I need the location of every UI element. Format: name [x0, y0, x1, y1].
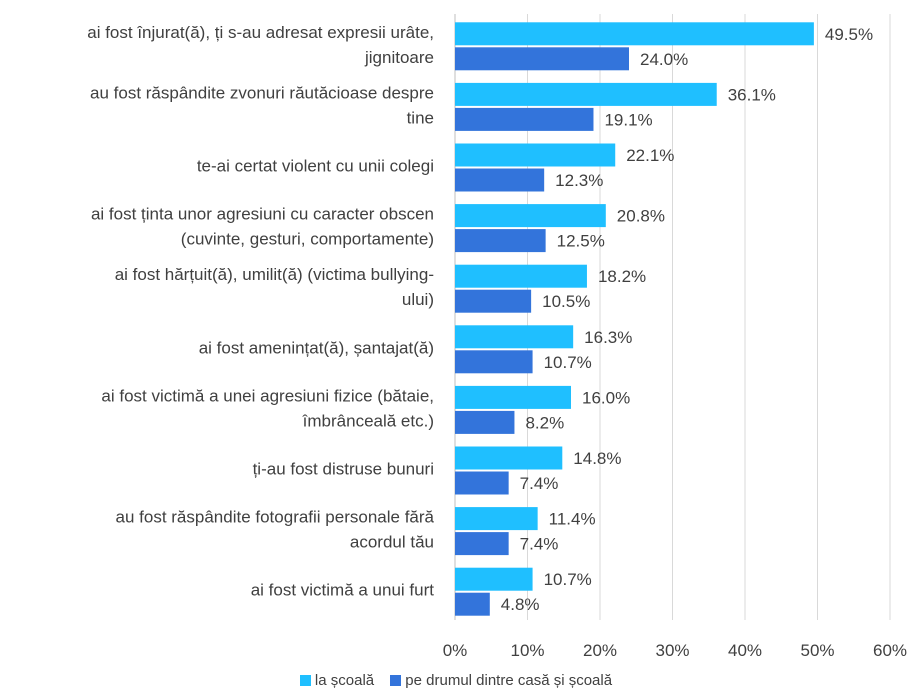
bar-school — [455, 567, 533, 591]
data-label: 4.8% — [501, 595, 540, 614]
category-label: au fost răspândite zvonuri răutăcioase d… — [90, 83, 434, 102]
data-label: 10.7% — [544, 570, 592, 589]
data-label: 7.4% — [520, 474, 559, 493]
bar-way — [455, 350, 533, 374]
legend-swatch-way — [390, 675, 402, 686]
legend-swatch-school — [299, 675, 311, 686]
legend-item-school: la școală — [299, 672, 375, 689]
category-label: ai fost ținta unor agresiuni cu caracter… — [91, 205, 434, 224]
x-tick-label: 20% — [583, 641, 617, 660]
x-tick-label: 60% — [873, 641, 907, 660]
legend: la școală pe drumul dintre casă și școal… — [0, 672, 912, 689]
bar-school — [455, 204, 606, 228]
data-label: 49.5% — [825, 25, 873, 44]
category-label: ai fost victimă a unei agresiuni fizice … — [101, 386, 434, 405]
x-tick-label: 0% — [443, 641, 468, 660]
category-label: te-ai certat violent cu unii colegi — [197, 157, 434, 176]
data-label: 18.2% — [598, 267, 646, 286]
data-label: 36.1% — [728, 85, 776, 104]
data-label: 11.4% — [549, 510, 596, 529]
category-label: jignitoare — [364, 48, 434, 67]
category-label: tine — [407, 108, 434, 127]
bar-way — [455, 289, 532, 313]
data-label: 16.3% — [584, 328, 632, 347]
x-tick-label: 40% — [728, 641, 762, 660]
bar-school — [455, 22, 814, 46]
x-tick-label: 50% — [800, 641, 834, 660]
data-label: 12.3% — [555, 171, 603, 190]
data-label: 16.0% — [582, 388, 630, 407]
legend-item-way: pe drumul dintre casă și școală — [390, 672, 612, 689]
bar-school — [455, 507, 538, 531]
category-label: ului) — [402, 290, 434, 309]
legend-label-school: la școală — [314, 672, 375, 689]
category-label: ți-au fost distruse bunuri — [253, 460, 434, 479]
category-label: (cuvinte, gesturi, comportamente) — [181, 230, 434, 249]
x-tick-label: 10% — [510, 641, 544, 660]
bar-way — [455, 592, 490, 616]
data-label: 10.5% — [542, 292, 590, 311]
bar-school — [455, 264, 587, 288]
bars — [455, 22, 814, 616]
category-label: îmbrânceală etc.) — [302, 411, 434, 430]
x-tick-label: 30% — [655, 641, 689, 660]
category-label: au fost răspândite fotografii personale … — [116, 508, 435, 527]
data-label: 19.1% — [604, 110, 652, 129]
bar-way — [455, 471, 509, 495]
data-label: 24.0% — [640, 50, 688, 69]
bar-way — [455, 229, 546, 253]
labels: 0% 10% 20% 30% 40% 50% 60% 49.5% 24.0% ai fost în… — [87, 23, 907, 660]
data-label: 14.8% — [573, 449, 621, 468]
data-label: 8.2% — [525, 413, 564, 432]
data-label: 22.1% — [626, 146, 674, 165]
bar-way — [455, 47, 629, 71]
category-label: ai fost amenințat(ă), șantajat(ă) — [199, 338, 434, 357]
data-label: 7.4% — [520, 535, 559, 554]
bar-school — [455, 385, 571, 409]
bar-school — [455, 325, 574, 349]
category-label: ai fost înjurat(ă), ți s-au adresat expr… — [87, 23, 434, 42]
category-label: acordul tău — [350, 533, 434, 552]
data-label: 20.8% — [617, 207, 665, 226]
bar-way — [455, 532, 509, 556]
data-label: 10.7% — [544, 353, 592, 372]
category-label: ai fost hărțuit(ă), umilit(ă) (victima b… — [115, 265, 434, 284]
category-label: ai fost victimă a unui furt — [251, 581, 435, 600]
bar-way — [455, 168, 545, 192]
bar-way — [455, 107, 594, 131]
bar-school — [455, 143, 616, 167]
data-label: 12.5% — [557, 232, 605, 251]
bar-school — [455, 82, 717, 106]
bar-school — [455, 446, 563, 470]
legend-label-way: pe drumul dintre casă și școală — [405, 672, 613, 689]
bar-way — [455, 410, 515, 434]
